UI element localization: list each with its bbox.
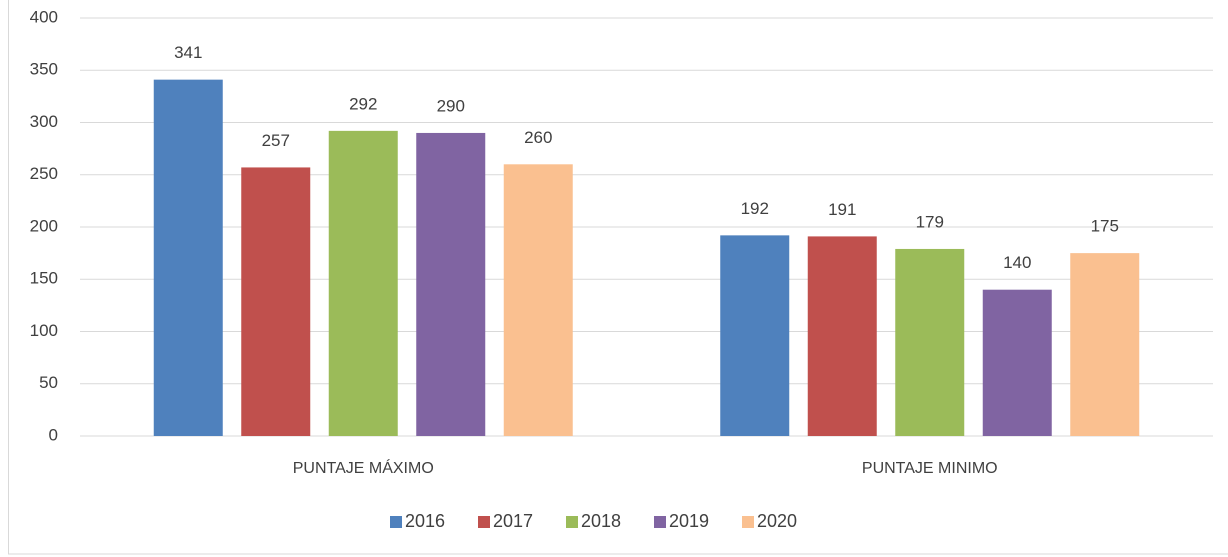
data-label: 179 [916,212,944,231]
data-label: 192 [741,199,769,218]
y-tick-label: 0 [49,425,58,444]
bar [807,236,877,436]
bar [328,130,398,437]
bar [241,167,311,436]
legend-swatch [742,516,754,528]
legend-swatch [390,516,402,528]
y-tick-label: 350 [30,60,58,79]
chart-border [8,0,1228,555]
y-tick-label: 50 [39,373,58,392]
data-label: 191 [828,200,856,219]
data-label: 292 [349,94,377,113]
data-label: 175 [1091,217,1119,236]
y-tick-label: 300 [30,112,58,131]
bar [503,164,573,437]
legend-swatch [654,516,666,528]
y-tick-label: 400 [30,7,58,26]
legend-label: 2016 [405,511,445,531]
bar [153,79,223,436]
legend-label: 2020 [757,511,797,531]
y-tick-label: 250 [30,164,58,183]
legend-swatch [566,516,578,528]
bar [982,289,1052,436]
data-label: 257 [262,131,290,150]
bar [416,132,486,436]
x-tick-label: PUNTAJE MÁXIMO [293,458,434,477]
legend-label: 2018 [581,511,621,531]
data-label: 140 [1003,253,1031,272]
bar [1070,253,1140,436]
legend-label: 2019 [669,511,709,531]
bar [895,248,965,436]
legend-swatch [478,516,490,528]
y-tick-label: 150 [30,269,58,288]
data-label: 290 [437,96,465,115]
legend-label: 2017 [493,511,533,531]
x-tick-label: PUNTAJE MINIMO [862,460,998,477]
y-tick-label: 200 [30,216,58,235]
bar [720,235,790,436]
data-label: 341 [174,43,202,62]
data-label: 260 [524,128,552,147]
y-tick-label: 100 [30,321,58,340]
